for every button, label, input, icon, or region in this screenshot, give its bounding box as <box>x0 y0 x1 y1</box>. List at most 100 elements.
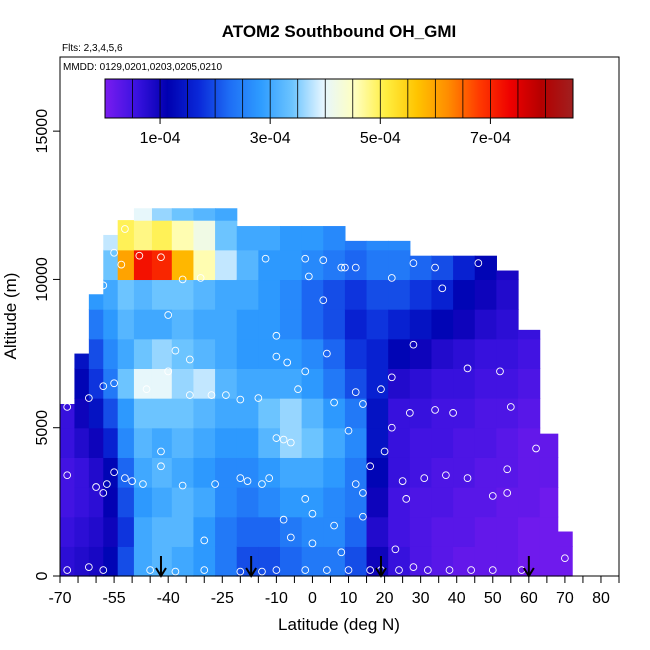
heatmap-cell <box>133 516 153 547</box>
heatmap-cell <box>301 457 324 488</box>
observation-point <box>308 539 317 548</box>
heatmap-cell <box>453 398 476 429</box>
heatmap-cell <box>215 309 238 340</box>
x-tick-label: 60 <box>520 590 538 607</box>
observation-point <box>146 566 155 574</box>
x-tick-label: -25 <box>211 590 234 607</box>
heatmap-cell <box>258 338 281 369</box>
heatmap-cell <box>279 368 303 399</box>
heatmap-cell <box>279 516 303 547</box>
heatmap-cell <box>474 487 497 518</box>
heatmap-cell <box>117 516 135 547</box>
heatmap-cell <box>279 249 303 281</box>
heatmap-cell <box>518 368 541 399</box>
heatmap-cell <box>496 338 519 369</box>
heatmap-cell <box>88 546 104 577</box>
heatmap-cell <box>344 279 368 310</box>
heatmap-cell <box>453 457 476 488</box>
chart-title: ATOM2 Southbound OH_GMI <box>222 22 457 41</box>
heatmap-cell <box>474 427 497 458</box>
heatmap-cell <box>236 226 259 251</box>
heatmap-cell <box>133 487 153 518</box>
heatmap-cell <box>474 255 497 281</box>
heatmap-cell <box>388 249 411 281</box>
heatmap-cell <box>323 279 346 310</box>
heatmap-cell <box>236 457 259 488</box>
heatmap-cell <box>431 487 454 518</box>
heatmap-cell <box>88 398 104 429</box>
observation-point <box>110 248 118 257</box>
heatmap-cell <box>301 309 324 340</box>
observation-point <box>110 379 118 388</box>
heatmap-cell <box>409 487 433 518</box>
y-axis: 0 5000 10000 15000 <box>34 109 60 580</box>
heatmap-cell <box>74 546 90 577</box>
heatmap-cell <box>539 516 559 547</box>
heatmap-cell <box>258 309 281 340</box>
heatmap-cell <box>215 487 238 518</box>
heatmap-cell <box>388 368 411 399</box>
observation-point <box>337 263 346 272</box>
observation-point <box>463 474 472 482</box>
x-tick-label: 30 <box>412 590 430 607</box>
heatmap-cell <box>258 427 281 458</box>
heatmap-cell <box>117 220 135 251</box>
heatmap-cell <box>193 220 216 251</box>
heatmap-cell <box>258 279 281 310</box>
heatmap-cell <box>431 279 454 310</box>
heatmap-cell <box>344 249 368 281</box>
heatmap-cell <box>151 279 173 310</box>
heatmap-cell <box>409 516 433 547</box>
x-axis-label: Latitude (deg N) <box>278 615 400 634</box>
observation-point <box>351 388 360 396</box>
heatmap-cell <box>60 457 76 488</box>
heatmap-cell <box>366 309 389 340</box>
heatmap-cell <box>236 338 259 369</box>
y-axis-label: Altitude (m) <box>1 273 20 360</box>
heatmap-cell <box>103 279 119 310</box>
heatmap-cell <box>474 398 497 429</box>
heatmap-cell <box>301 427 324 458</box>
heatmap-cell <box>388 309 411 340</box>
observation-point <box>139 480 147 488</box>
colorbar-tick-label: 5e-04 <box>360 130 401 147</box>
heatmap-cell <box>236 427 259 458</box>
heatmap-cell <box>193 249 216 281</box>
observation-point <box>207 391 216 399</box>
heatmap-cell <box>88 516 104 547</box>
heatmap-cell <box>133 457 153 488</box>
observation-point <box>344 566 353 574</box>
observation-point <box>283 358 292 367</box>
colorbar-tick-label: 7e-04 <box>470 130 511 147</box>
observation-point <box>117 260 126 269</box>
observation-point <box>319 296 328 305</box>
heatmap-cell <box>518 516 541 547</box>
observation-point <box>463 364 472 373</box>
heatmap-cell <box>215 249 238 281</box>
x-tick-label: 20 <box>376 590 394 607</box>
heatmap-cell <box>453 368 476 399</box>
observation-point <box>185 391 194 399</box>
observation-point <box>135 251 144 260</box>
heatmap-cell <box>279 427 303 458</box>
observation-point <box>503 489 512 497</box>
heatmap-cell <box>258 457 281 488</box>
observation-point <box>200 566 209 574</box>
dates-note-bg <box>61 58 236 74</box>
heatmap-cell <box>453 338 476 369</box>
observation-point <box>254 394 263 402</box>
heatmap-cell <box>258 249 281 281</box>
heatmap-cell <box>258 368 281 399</box>
heatmap-cell <box>279 398 303 429</box>
observation-point <box>222 391 230 399</box>
heatmap-cell <box>151 546 173 577</box>
heatmap-cell <box>279 487 303 518</box>
heatmap-cell <box>409 368 433 399</box>
heatmap-cell <box>496 516 519 547</box>
heatmap-cell <box>388 398 411 429</box>
observation-point <box>92 483 100 491</box>
colorbar-tick-label: 1e-04 <box>140 130 181 147</box>
heatmap-cell <box>431 309 454 340</box>
observation-point <box>178 481 187 490</box>
heatmap-cell <box>103 338 119 369</box>
